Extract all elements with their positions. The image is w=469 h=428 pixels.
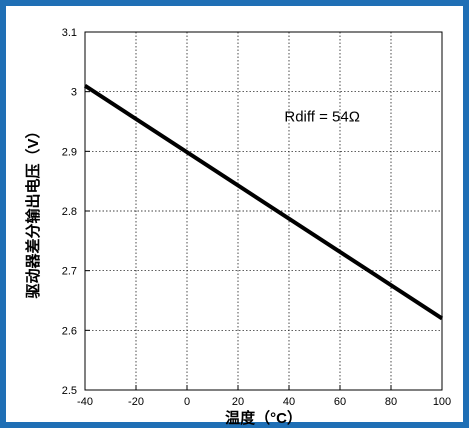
x-tick-label: -40 (77, 396, 93, 408)
y-tick-label: 2.8 (62, 206, 77, 218)
x-tick-label: 0 (184, 396, 190, 408)
x-tick-label: 40 (283, 396, 295, 408)
x-tick-label: 100 (433, 396, 451, 408)
x-tick-label: -20 (128, 396, 144, 408)
x-tick-label: 80 (385, 396, 397, 408)
y-tick-label: 2.5 (62, 385, 77, 397)
series-layer (83, 84, 444, 321)
y-tick-label: 3 (71, 87, 77, 99)
ticks: -40 -20 0 20 40 60 80 100 2.5 2.6 2.7 2.8 2.9 3 3.1 (62, 27, 451, 408)
y-tick-label: 2.7 (62, 266, 77, 278)
y-tick-label: 2.6 (62, 325, 77, 337)
x-tick-label: 20 (232, 396, 244, 408)
y-axis-title: 驱动器差分输出电压（V） (24, 123, 42, 298)
y-tick-label: 2.9 (62, 146, 77, 158)
y-tick-label: 3.1 (62, 27, 77, 39)
x-tick-label: 60 (334, 396, 346, 408)
grid (85, 32, 442, 390)
x-axis-title: 温度（°C） (225, 409, 302, 427)
annotation-label: Rdiff = 54Ω (284, 109, 360, 126)
series-line (83, 84, 444, 321)
